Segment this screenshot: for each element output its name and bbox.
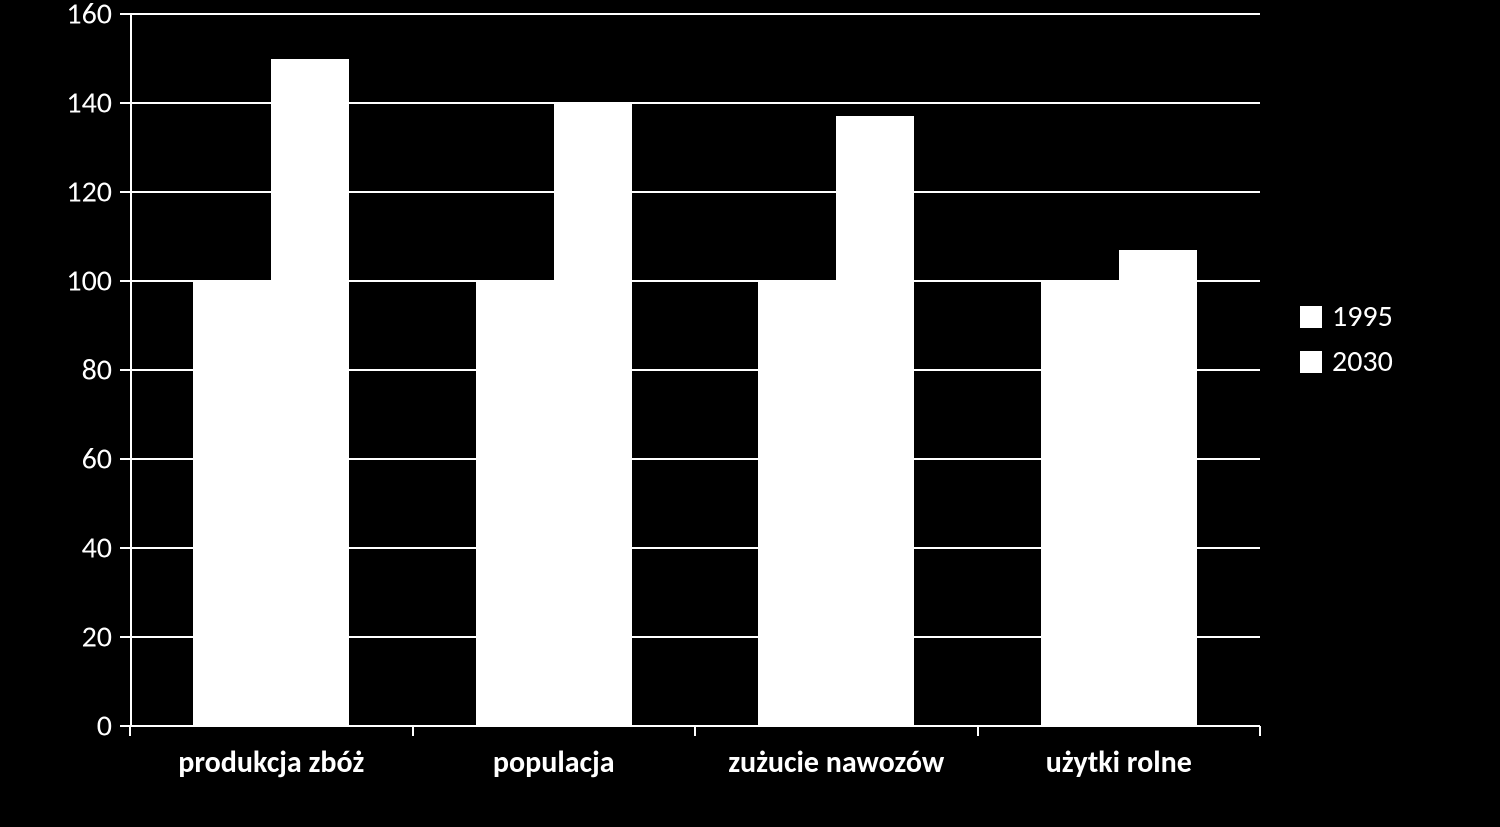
bar [1119, 250, 1197, 726]
bar [554, 103, 632, 726]
y-tick-mark [120, 280, 130, 282]
legend-swatch [1300, 351, 1322, 373]
y-tick-mark [120, 191, 130, 193]
x-tick-mark [1259, 726, 1261, 736]
bar [193, 281, 271, 726]
legend: 1995 2030 [1300, 290, 1393, 388]
y-tick-mark [120, 636, 130, 638]
legend-swatch [1300, 306, 1322, 328]
plot-area: 020406080100120140160produkcja zbóżpopul… [130, 14, 1260, 726]
x-category-label: zużucie nawozów [728, 726, 944, 781]
x-category-label: populacja [493, 726, 615, 781]
y-tick-mark [120, 369, 130, 371]
chart-container: 020406080100120140160produkcja zbóżpopul… [0, 0, 1500, 827]
x-tick-mark [694, 726, 696, 736]
x-tick-mark [977, 726, 979, 736]
y-tick-mark [120, 458, 130, 460]
legend-label: 2030 [1332, 343, 1393, 380]
legend-label: 1995 [1332, 298, 1393, 335]
y-tick-mark [120, 547, 130, 549]
bar [476, 281, 554, 726]
legend-item: 2030 [1300, 343, 1393, 380]
bar [758, 281, 836, 726]
y-tick-mark [120, 13, 130, 15]
bar [271, 59, 349, 727]
x-tick-mark [129, 726, 131, 736]
x-category-label: produkcja zbóż [178, 726, 364, 781]
y-tick-mark [120, 102, 130, 104]
bar [836, 116, 914, 726]
gridline [130, 13, 1260, 15]
x-category-label: użytki rolne [1046, 726, 1192, 781]
y-axis-line [130, 14, 132, 726]
y-tick-label: 160 [66, 0, 130, 33]
bar [1041, 281, 1119, 726]
legend-item: 1995 [1300, 298, 1393, 335]
x-tick-mark [412, 726, 414, 736]
